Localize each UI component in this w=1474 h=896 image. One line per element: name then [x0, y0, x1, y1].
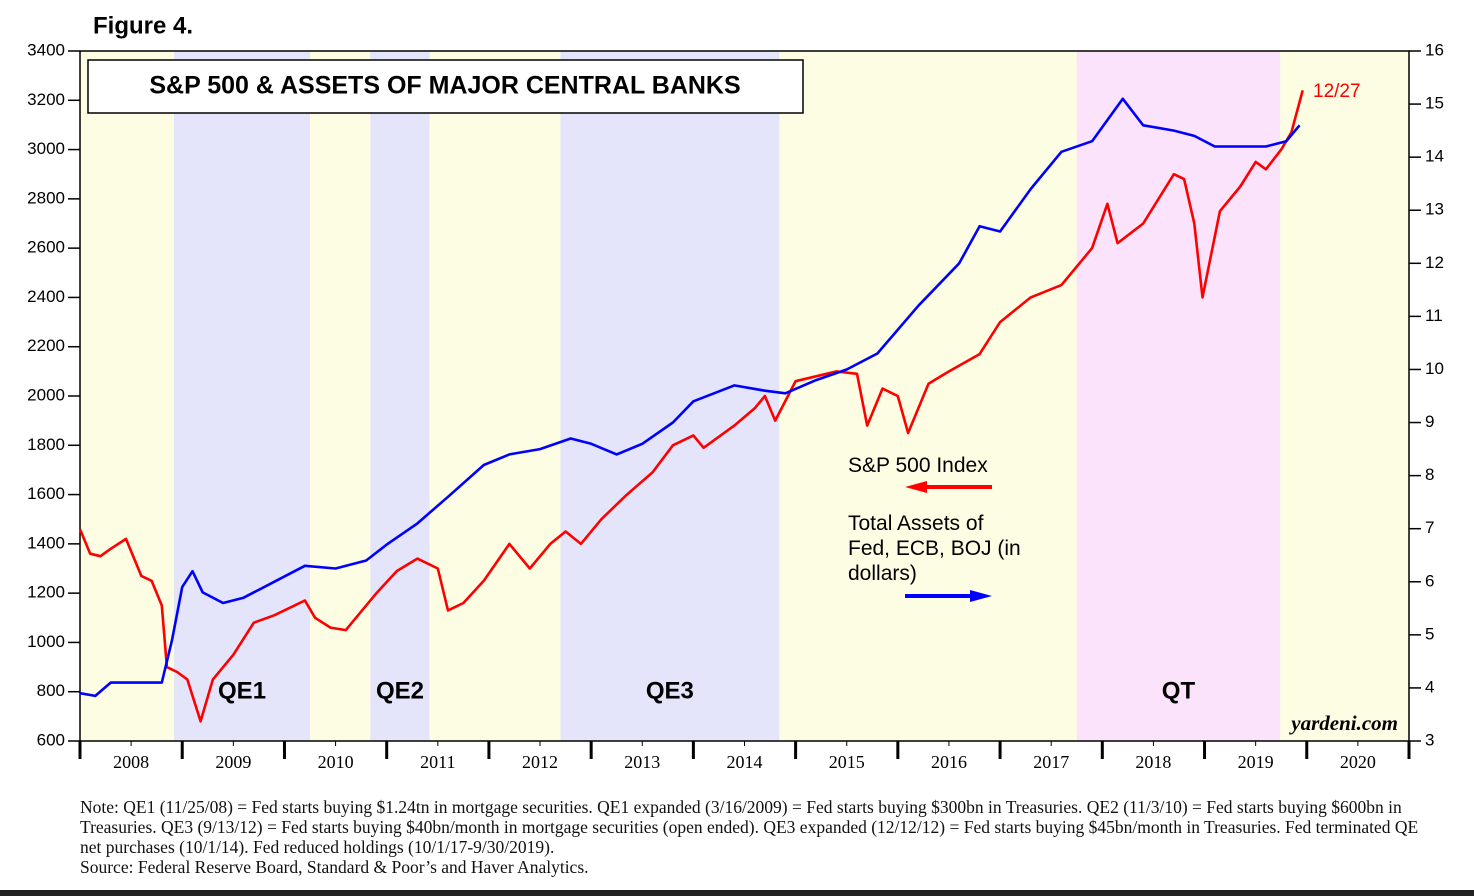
y2-tick-label: 5 — [1425, 624, 1434, 643]
legend-assets: Total Assets of Fed, ECB, BOJ (in dollar… — [848, 512, 1021, 585]
legend-arrowhead — [970, 590, 992, 602]
y-tick-label: 3200 — [27, 90, 65, 109]
y-tick-label: 2200 — [27, 336, 65, 355]
end-date-label: 12/27 — [1313, 81, 1361, 102]
y2-tick-label: 3 — [1425, 730, 1434, 749]
plot-frame — [79, 50, 1410, 742]
y2-tick-label: 15 — [1425, 94, 1444, 113]
y-tick-label: 2600 — [27, 238, 65, 257]
y2-tick-label: 9 — [1425, 412, 1434, 431]
y-tick-label: 800 — [37, 681, 65, 700]
x-tick-label: 2011 — [420, 752, 455, 772]
series-line — [78, 90, 1304, 723]
y2-tick-label: 14 — [1425, 147, 1444, 166]
y2-tick-label: 4 — [1425, 677, 1434, 696]
y-tick-label: 1600 — [27, 484, 65, 503]
region-label: QT — [1162, 677, 1196, 704]
y2-tick-label: 10 — [1425, 359, 1444, 378]
y-tick-label: 1800 — [27, 435, 65, 454]
x-tick-label: 2010 — [318, 752, 354, 772]
x-tick-label: 2016 — [931, 752, 967, 772]
y2-tick-label: 7 — [1425, 518, 1434, 537]
note-text: Note: QE1 (11/25/08) = Fed starts buying… — [80, 797, 1419, 857]
x-tick-label: 2012 — [522, 752, 558, 772]
x-tick-label: 2015 — [829, 752, 865, 772]
y-tick-label: 600 — [37, 730, 65, 749]
y2-tick-label: 12 — [1425, 253, 1444, 272]
source-site: yardeni.com — [1288, 711, 1398, 735]
x-tick-label: 2014 — [727, 752, 763, 772]
y2-tick-label: 16 — [1425, 40, 1444, 59]
x-tick-label: 2018 — [1135, 752, 1171, 772]
y2-tick-label: 8 — [1425, 465, 1434, 484]
chart: Figure 4. QE1 QE2 QE3 QT 2008 2009 2010 2011 201… — [27, 12, 1444, 772]
region-label: QE2 — [376, 677, 424, 704]
y-tick-label: 2400 — [27, 287, 65, 306]
y2-tick-label: 11 — [1425, 306, 1443, 325]
shaded-region — [1076, 51, 1281, 741]
shaded-region — [370, 51, 430, 741]
x-tick-label: 2020 — [1340, 752, 1376, 772]
figure-label: Figure 4. — [93, 12, 193, 39]
x-tick-label: 2008 — [113, 752, 149, 772]
title-box — [87, 59, 804, 114]
x-tick-label: 2009 — [215, 752, 251, 772]
series-line — [79, 97, 1301, 698]
y-tick-label: 1400 — [27, 533, 65, 552]
y-tick-label: 2000 — [27, 385, 65, 404]
region-label: QE1 — [218, 677, 266, 704]
chart-title: S&P 500 & ASSETS OF MAJOR CENTRAL BANKS — [149, 72, 740, 100]
y-tick-label: 1200 — [27, 583, 65, 602]
x-tick-label: 2013 — [624, 752, 660, 772]
source-text: Source: Federal Reserve Board, Standard … — [80, 857, 589, 877]
y2-tick-label: 6 — [1425, 571, 1434, 590]
shaded-region — [174, 51, 311, 741]
x-tick-label: 2019 — [1238, 752, 1274, 772]
y-tick-label: 1000 — [27, 632, 65, 651]
x-tick-label: 2017 — [1033, 752, 1069, 772]
shaded-region — [560, 51, 780, 741]
y-tick-label: 2800 — [27, 188, 65, 207]
legend-arrowhead — [905, 481, 927, 493]
y-tick-label: 3000 — [27, 139, 65, 158]
y2-tick-label: 13 — [1425, 200, 1444, 219]
note: Note: QE1 (11/25/08) = Fed starts buying… — [80, 797, 1425, 877]
legend-sp500: S&P 500 Index — [848, 454, 988, 477]
region-label: QE3 — [646, 677, 694, 704]
y-tick-label: 3400 — [27, 40, 65, 59]
